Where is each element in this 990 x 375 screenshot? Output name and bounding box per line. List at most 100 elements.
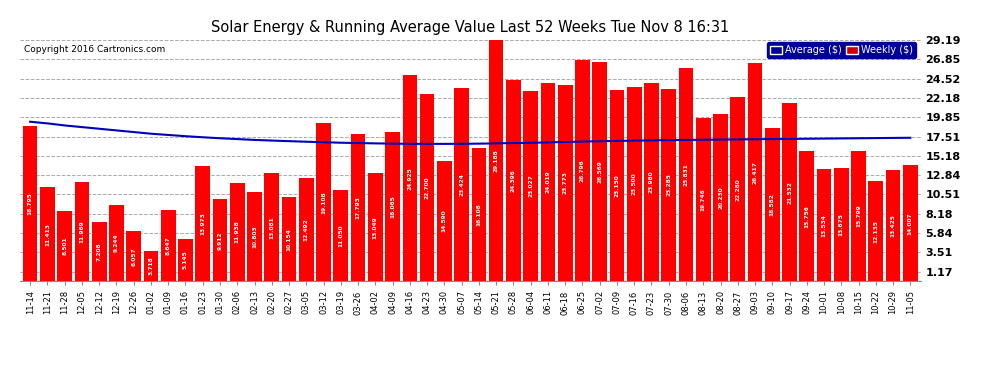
- Text: 14.590: 14.590: [442, 210, 446, 232]
- Bar: [230, 183, 245, 281]
- Text: 21.532: 21.532: [787, 181, 792, 204]
- Text: 23.980: 23.980: [649, 171, 654, 194]
- Text: 11.969: 11.969: [79, 220, 84, 243]
- Text: 24.925: 24.925: [407, 167, 413, 190]
- Text: 19.108: 19.108: [321, 191, 326, 214]
- Text: 12.492: 12.492: [304, 218, 309, 241]
- Text: 23.424: 23.424: [459, 173, 464, 196]
- Text: 10.803: 10.803: [252, 225, 257, 248]
- Bar: [557, 85, 572, 281]
- Text: 18.582: 18.582: [770, 193, 775, 216]
- Bar: [800, 151, 814, 281]
- Text: 22.700: 22.700: [425, 176, 430, 199]
- Bar: [765, 128, 779, 281]
- Bar: [696, 118, 711, 281]
- Bar: [471, 148, 486, 281]
- Text: 5.145: 5.145: [183, 251, 188, 269]
- Bar: [213, 200, 228, 281]
- Bar: [627, 87, 642, 281]
- Bar: [868, 181, 883, 281]
- Text: 9.912: 9.912: [218, 231, 223, 249]
- Text: 13.534: 13.534: [822, 214, 827, 237]
- Text: 26.569: 26.569: [597, 160, 602, 183]
- Bar: [248, 192, 261, 281]
- Text: 23.773: 23.773: [562, 172, 567, 195]
- Text: 18.795: 18.795: [28, 192, 33, 215]
- Bar: [368, 173, 383, 281]
- Text: 3.718: 3.718: [148, 256, 153, 275]
- Text: 12.135: 12.135: [873, 220, 878, 243]
- Bar: [489, 40, 504, 281]
- Bar: [506, 80, 521, 281]
- Bar: [178, 239, 193, 281]
- Bar: [903, 165, 918, 281]
- Text: 7.208: 7.208: [97, 242, 102, 261]
- Bar: [74, 182, 89, 281]
- Text: 8.647: 8.647: [165, 236, 170, 255]
- Text: 15.756: 15.756: [804, 205, 809, 228]
- Bar: [161, 210, 175, 281]
- Text: Copyright 2016 Cartronics.com: Copyright 2016 Cartronics.com: [25, 45, 165, 54]
- Bar: [541, 83, 555, 281]
- Bar: [334, 190, 348, 281]
- Text: 15.799: 15.799: [856, 205, 861, 227]
- Bar: [661, 89, 676, 281]
- Text: 13.081: 13.081: [269, 216, 274, 238]
- Text: 14.007: 14.007: [908, 212, 913, 235]
- Bar: [144, 251, 158, 281]
- Text: 11.050: 11.050: [339, 224, 344, 247]
- Text: 13.973: 13.973: [200, 212, 205, 235]
- Bar: [834, 168, 848, 281]
- Bar: [316, 123, 331, 281]
- Bar: [40, 187, 54, 281]
- Bar: [109, 205, 124, 281]
- Legend: Average ($), Weekly ($): Average ($), Weekly ($): [767, 42, 916, 58]
- Bar: [886, 170, 901, 281]
- Text: 6.057: 6.057: [132, 247, 137, 266]
- Bar: [385, 132, 400, 281]
- Bar: [747, 63, 762, 281]
- Bar: [782, 103, 797, 281]
- Text: 9.244: 9.244: [114, 234, 119, 252]
- Bar: [817, 170, 832, 281]
- Text: 11.938: 11.938: [235, 220, 240, 243]
- Bar: [713, 114, 728, 281]
- Text: 16.108: 16.108: [476, 203, 481, 226]
- Text: 24.019: 24.019: [545, 171, 550, 193]
- Bar: [350, 134, 365, 281]
- Text: 23.285: 23.285: [666, 174, 671, 196]
- Text: 23.150: 23.150: [615, 174, 620, 197]
- Bar: [851, 151, 866, 281]
- Text: 18.065: 18.065: [390, 195, 395, 218]
- Text: 23.500: 23.500: [632, 173, 637, 195]
- Bar: [23, 126, 38, 281]
- Bar: [264, 173, 279, 281]
- Text: 22.280: 22.280: [736, 178, 741, 201]
- Text: 13.049: 13.049: [373, 216, 378, 238]
- Bar: [92, 222, 107, 281]
- Bar: [575, 60, 590, 281]
- Text: 13.425: 13.425: [891, 214, 896, 237]
- Text: 17.793: 17.793: [355, 196, 360, 219]
- Text: 20.230: 20.230: [718, 186, 723, 209]
- Bar: [299, 178, 314, 281]
- Bar: [437, 160, 451, 281]
- Bar: [610, 90, 625, 281]
- Text: 23.027: 23.027: [528, 175, 534, 198]
- Text: 8.501: 8.501: [62, 237, 67, 255]
- Bar: [195, 166, 210, 281]
- Text: 29.188: 29.188: [494, 149, 499, 172]
- Bar: [127, 231, 141, 281]
- Bar: [592, 62, 607, 281]
- Bar: [731, 97, 745, 281]
- Text: 26.796: 26.796: [580, 159, 585, 182]
- Text: 26.417: 26.417: [752, 160, 757, 183]
- Text: 24.396: 24.396: [511, 169, 516, 192]
- Bar: [403, 75, 417, 281]
- Bar: [644, 83, 658, 281]
- Bar: [454, 88, 469, 281]
- Bar: [524, 91, 538, 281]
- Text: 25.831: 25.831: [683, 163, 688, 186]
- Title: Solar Energy & Running Average Value Last 52 Weeks Tue Nov 8 16:31: Solar Energy & Running Average Value Las…: [211, 20, 730, 35]
- Text: 13.675: 13.675: [839, 213, 843, 236]
